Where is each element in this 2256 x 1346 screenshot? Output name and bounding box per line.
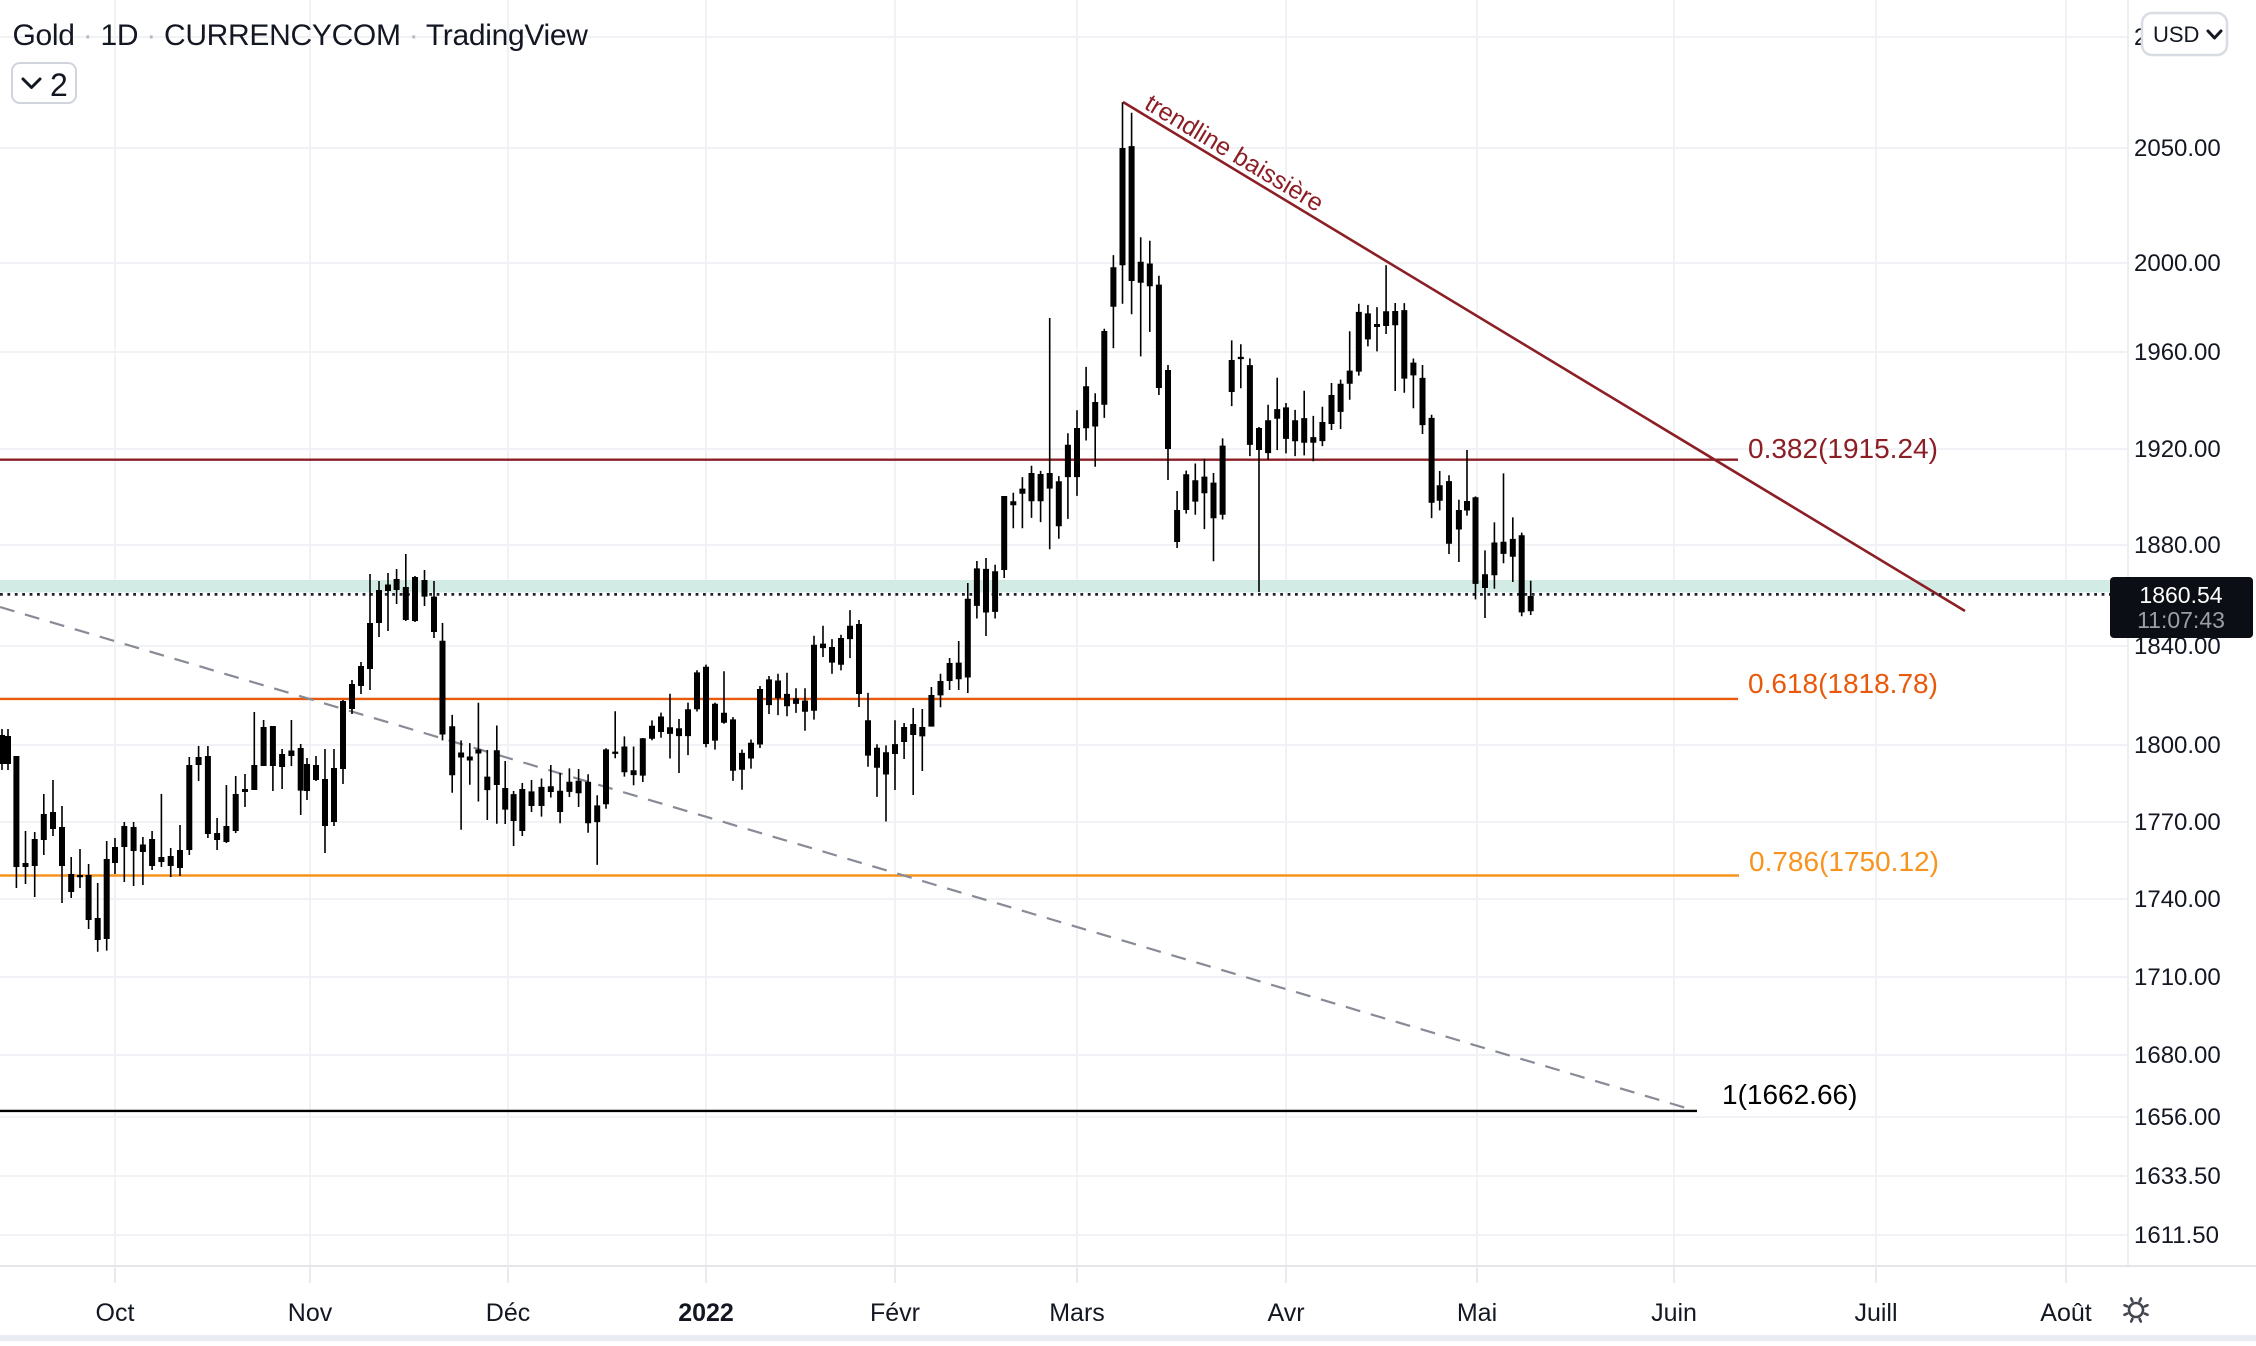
svg-text:Juill: Juill (1854, 1299, 1897, 1327)
svg-text:2022: 2022 (678, 1299, 734, 1327)
svg-text:2050.00: 2050.00 (2134, 135, 2221, 162)
svg-text:1740.00: 1740.00 (2134, 886, 2221, 913)
svg-text:1633.50: 1633.50 (2134, 1163, 2221, 1190)
svg-text:1800.00: 1800.00 (2134, 732, 2221, 759)
svg-text:1770.00: 1770.00 (2134, 809, 2221, 836)
svg-text:0.618(1818.78): 0.618(1818.78) (1748, 668, 1938, 699)
svg-text:1880.00: 1880.00 (2134, 532, 2221, 559)
svg-text:Gold · 1D · CURRENCYCOM · Trad: Gold · 1D · CURRENCYCOM · TradingView (13, 19, 589, 52)
svg-text:Déc: Déc (486, 1299, 530, 1327)
svg-text:2: 2 (50, 67, 68, 103)
svg-text:1710.00: 1710.00 (2134, 964, 2221, 991)
svg-text:1860.54: 1860.54 (2139, 582, 2222, 608)
svg-text:1(1662.66): 1(1662.66) (1722, 1079, 1857, 1110)
svg-text:Févr: Févr (870, 1299, 920, 1327)
svg-text:0.382(1915.24): 0.382(1915.24) (1748, 433, 1938, 464)
svg-text:1680.00: 1680.00 (2134, 1042, 2221, 1069)
svg-text:0.786(1750.12): 0.786(1750.12) (1749, 846, 1939, 877)
svg-text:Mars: Mars (1049, 1299, 1105, 1327)
svg-text:1656.00: 1656.00 (2134, 1104, 2221, 1131)
svg-text:Août: Août (2040, 1299, 2091, 1327)
svg-text:1960.00: 1960.00 (2134, 339, 2221, 366)
svg-text:Nov: Nov (288, 1299, 333, 1327)
svg-text:11:07:43: 11:07:43 (2137, 607, 2225, 633)
svg-text:Oct: Oct (96, 1299, 135, 1327)
svg-text:Mai: Mai (1457, 1299, 1497, 1327)
svg-text:1920.00: 1920.00 (2134, 436, 2221, 463)
svg-text:Juin: Juin (1651, 1299, 1697, 1327)
svg-text:2000.00: 2000.00 (2134, 250, 2221, 277)
svg-text:Avr: Avr (1267, 1299, 1304, 1327)
svg-text:1611.50: 1611.50 (2134, 1222, 2219, 1249)
svg-text:USD: USD (2153, 22, 2199, 47)
